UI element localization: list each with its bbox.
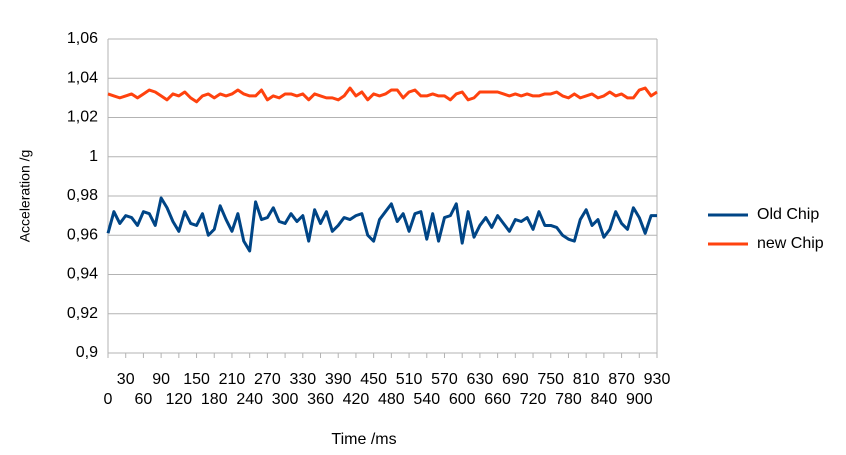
x-tick-label: 690 [502, 371, 529, 388]
y-tick-label: 0,98 [67, 187, 98, 204]
x-tick-label: 750 [537, 371, 564, 388]
x-axis-title: Time /ms [331, 431, 396, 448]
x-tick-label: 300 [272, 391, 299, 408]
x-tick-label: 840 [591, 391, 618, 408]
x-tick-label: 660 [484, 391, 511, 408]
x-tick-label: 780 [555, 391, 582, 408]
legend-label: Old Chip [757, 206, 819, 223]
y-tick-label: 0,96 [67, 226, 98, 243]
y-tick-label: 0,94 [67, 266, 98, 283]
x-tick-label: 210 [219, 371, 246, 388]
x-tick-label: 570 [431, 371, 458, 388]
y-tick-label: 1,06 [67, 30, 98, 47]
x-tick-label: 240 [236, 391, 263, 408]
x-tick-label: 30 [117, 371, 135, 388]
x-tick-label: 900 [626, 391, 653, 408]
x-tick-label: 390 [325, 371, 352, 388]
x-tick-label: 360 [307, 391, 334, 408]
x-tick-label: 480 [378, 391, 405, 408]
x-tick-label: 120 [165, 391, 192, 408]
y-tick-label: 1 [89, 148, 98, 165]
x-tick-label: 420 [343, 391, 370, 408]
x-tick-label: 870 [608, 371, 635, 388]
x-tick-label: 630 [467, 371, 494, 388]
x-tick-label: 150 [183, 371, 210, 388]
y-tick-label: 0,9 [76, 344, 98, 361]
x-tick-label: 330 [289, 371, 316, 388]
x-tick-label: 540 [413, 391, 440, 408]
legend-label: new Chip [757, 235, 824, 252]
x-tick-label: 60 [135, 391, 153, 408]
x-tick-label: 90 [152, 371, 170, 388]
y-tick-label: 1,02 [67, 109, 98, 126]
x-tick-label: 810 [573, 371, 600, 388]
y-tick-label: 1,04 [67, 69, 98, 86]
x-tick-label: 510 [396, 371, 423, 388]
x-tick-label: 930 [644, 371, 671, 388]
x-tick-label: 600 [449, 391, 476, 408]
x-tick-label: 450 [360, 371, 387, 388]
y-tick-label: 0,92 [67, 305, 98, 322]
x-tick-label: 180 [201, 391, 228, 408]
series-line [107, 86, 658, 104]
x-tick-label: 720 [520, 391, 547, 408]
y-axis-title: Acceleration /g [17, 150, 33, 243]
series-line [106, 196, 657, 253]
x-tick-label: 270 [254, 371, 281, 388]
x-tick-label: 0 [104, 391, 113, 408]
